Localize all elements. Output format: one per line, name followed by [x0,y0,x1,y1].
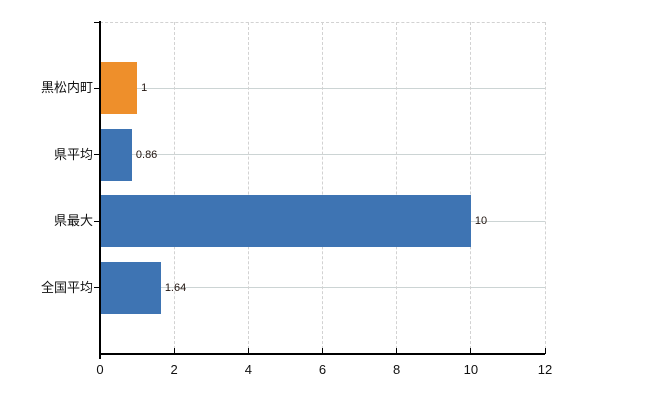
y-tick-mark [94,287,100,289]
grid-line-vertical [247,22,249,354]
grid-line-vertical [470,22,472,354]
category-label-県平均: 県平均 [53,146,93,162]
x-tick-mark [99,348,101,354]
x-tick-label: 6 [318,362,327,377]
bar-value-label: 1.64 [164,281,187,294]
bar-value-label: 1 [141,82,148,95]
x-tick-mark [396,348,398,354]
bar-value-label: 10 [474,215,488,228]
x-tick-label: 10 [463,362,479,377]
grid-line-vertical [396,22,398,354]
x-tick-label: 8 [393,362,401,377]
bar-全国平均 [100,261,161,314]
x-tick-label: 4 [244,362,252,377]
category-label-県最大: 県最大 [53,213,93,229]
y-axis-top-tick [94,21,100,23]
grid-line-vertical [544,22,546,354]
bar-value-label: 0.86 [135,148,158,161]
x-tick-mark [173,348,175,354]
x-tick-mark [544,348,546,354]
x-tick-label: 2 [170,362,178,377]
grid-line-vertical [322,22,323,354]
x-tick-mark [247,348,249,354]
category-label-全国平均: 全国平均 [40,279,93,295]
y-tick-mark [94,220,100,222]
x-tick-mark [470,348,472,354]
y-tick-mark [94,154,100,156]
y-axis-line [99,21,101,359]
x-tick-label: 0 [96,362,104,377]
x-tick-label: 12 [537,362,553,377]
bar-県平均 [100,128,132,181]
y-tick-mark [94,87,100,89]
bar-県最大 [100,195,471,248]
bar-黒松内町 [100,62,138,115]
x-tick-mark [322,348,323,354]
grid-line-vertical [173,22,175,354]
category-label-黒松内町: 黒松内町 [40,80,93,96]
